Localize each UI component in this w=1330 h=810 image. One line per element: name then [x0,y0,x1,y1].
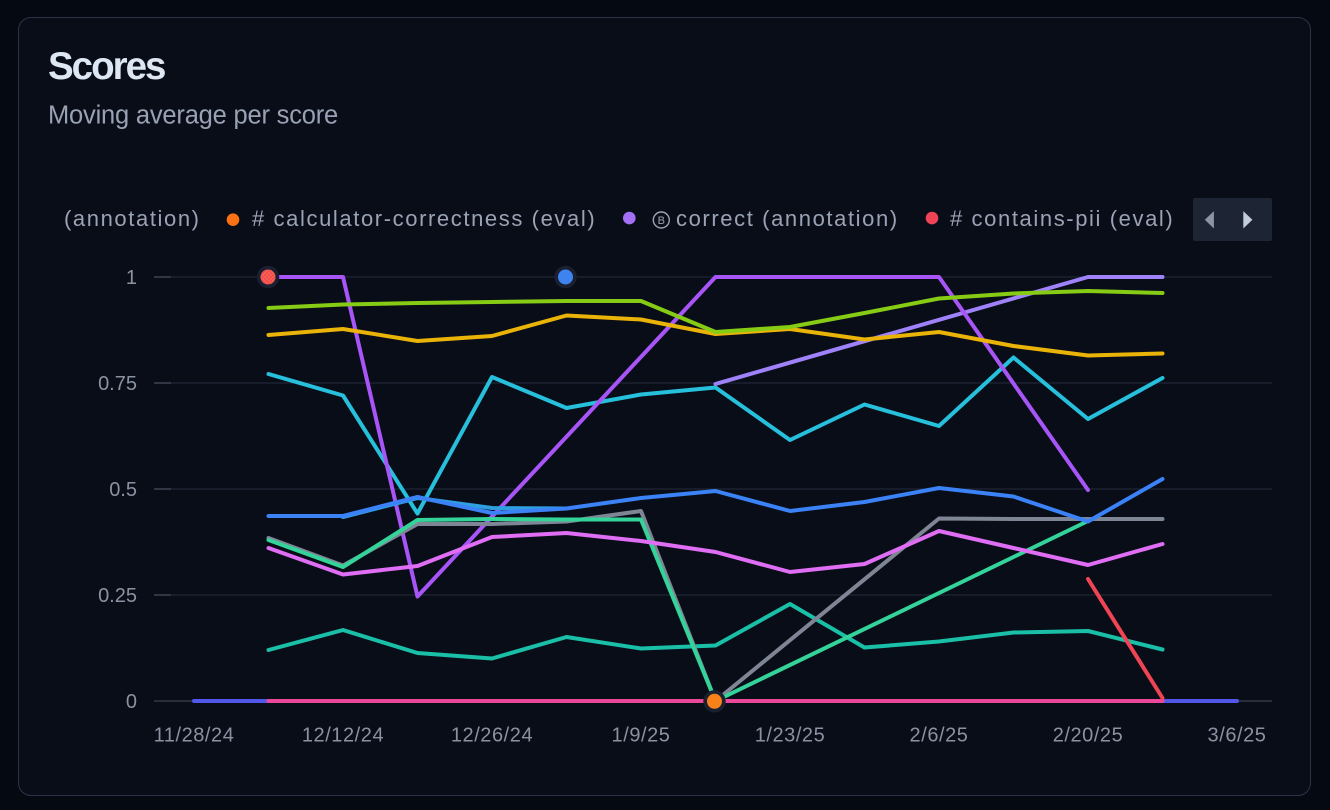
svg-text:correct (annotation): correct (annotation) [676,206,899,231]
svg-text:11/28/24: 11/28/24 [154,725,235,747]
svg-text:2/20/25: 2/20/25 [1053,725,1124,747]
svg-text:1: 1 [126,267,137,289]
svg-text:B: B [658,215,665,227]
svg-text:Moving average per score: Moving average per score [48,102,338,130]
svg-text:0: 0 [126,691,137,713]
svg-text:3/6/25: 3/6/25 [1208,725,1267,747]
svg-text:1/23/25: 1/23/25 [755,725,826,747]
svg-text:2/6/25: 2/6/25 [910,725,969,747]
svg-text:1/9/25: 1/9/25 [612,725,671,747]
svg-text:0.5: 0.5 [109,479,137,501]
svg-text:0.75: 0.75 [98,373,137,395]
svg-text:0.25: 0.25 [98,585,137,607]
svg-text:# contains-pii (eval): # contains-pii (eval) [950,206,1174,231]
svg-text:# calculator-correctness (eval: # calculator-correctness (eval) [252,206,596,231]
svg-text:(annotation): (annotation) [64,206,201,231]
svg-text:Scores: Scores [48,45,165,88]
svg-text:12/12/24: 12/12/24 [302,725,384,747]
svg-text:12/26/24: 12/26/24 [451,725,533,747]
